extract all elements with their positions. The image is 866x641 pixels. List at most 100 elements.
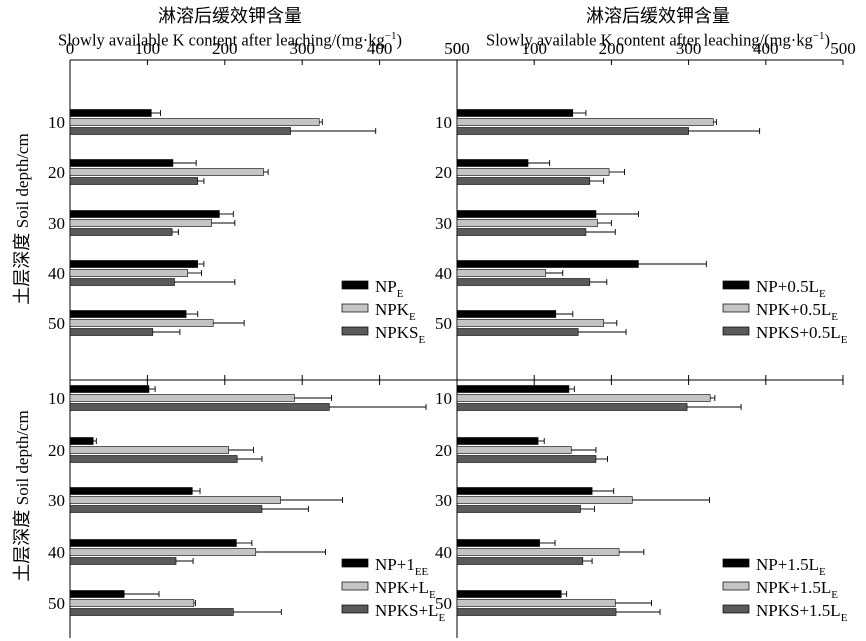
x-tick-label: 0 — [453, 39, 462, 58]
bar — [69, 487, 193, 495]
bar — [456, 159, 529, 167]
x-tick-label: 300 — [676, 39, 702, 58]
legend-label: NPK+1.5LE — [756, 578, 838, 601]
legend-label-sub: E — [409, 311, 416, 323]
y-tick-label: 20 — [435, 441, 452, 460]
legend-label: NPK+0.5LE — [756, 300, 838, 323]
legend-swatch — [722, 326, 750, 336]
bar — [456, 599, 616, 607]
legend-label-main: NPKS+1.5L — [756, 601, 841, 620]
bar — [69, 159, 174, 167]
y-tick-label: 30 — [48, 491, 65, 510]
legend-label: NPKE — [375, 300, 416, 323]
legend-swatch — [722, 303, 750, 313]
legend-label-sub: E — [819, 288, 826, 300]
bar — [69, 608, 234, 616]
bar — [456, 385, 570, 393]
legend-label: NPKS+0.5LE — [756, 323, 848, 346]
legend-label: NPKS+1.5LE — [756, 601, 848, 624]
y-tick-label: 50 — [435, 314, 452, 333]
legend-label-main: NPKS+0.5L — [756, 323, 841, 342]
bar — [456, 548, 620, 556]
legend-label: NPE — [375, 277, 404, 300]
bar — [69, 319, 214, 327]
bar — [69, 127, 291, 135]
bar — [69, 118, 320, 126]
legend-swatch — [341, 303, 369, 313]
bar — [69, 590, 125, 598]
bar — [69, 328, 154, 336]
x-axis-title-zh: 淋溶后缓效钾含量 — [586, 6, 730, 26]
bar — [69, 177, 199, 185]
bar — [69, 260, 199, 268]
legend-label-main: NPKS+L — [375, 601, 438, 620]
bar — [69, 455, 238, 463]
legend-label: NP+1EE — [375, 555, 429, 578]
legend-label: NPK+LE — [375, 578, 436, 601]
bar — [456, 109, 574, 117]
legend-label-main: NPK — [375, 300, 410, 319]
x-tick-label: 100 — [135, 39, 161, 58]
bar — [456, 403, 688, 411]
y-tick-label: 30 — [48, 214, 65, 233]
bar — [456, 219, 598, 227]
bar — [456, 310, 557, 318]
y-tick-label: 20 — [435, 163, 452, 182]
x-axis-title-en: Slowly available K content after leachin… — [58, 30, 402, 50]
y-tick-label: 20 — [48, 441, 65, 460]
y-tick-label: 40 — [48, 543, 65, 562]
bar — [69, 278, 175, 286]
bar — [69, 385, 150, 393]
bar — [69, 557, 177, 565]
y-tick-label: 40 — [48, 264, 65, 283]
y-tick-label: 50 — [48, 594, 65, 613]
bar — [456, 260, 639, 268]
bar — [69, 403, 330, 411]
y-tick-label: 30 — [435, 491, 452, 510]
chart-panel-top-right: 0 100 200 300 400 5001020304050NP+0.5LENPK+0.… — [435, 39, 856, 380]
legend-swatch — [341, 558, 369, 568]
legend-label-sub: E — [429, 589, 436, 601]
legend-label-main: NPK+1.5L — [756, 578, 831, 597]
bar — [456, 505, 581, 513]
bar — [456, 118, 714, 126]
bar — [69, 109, 152, 117]
bar — [456, 557, 584, 565]
legend-label-sub: EE — [415, 566, 429, 578]
legend-label-main: NP+1 — [375, 555, 415, 574]
bar — [69, 168, 264, 176]
bar — [456, 269, 547, 277]
bar — [69, 599, 195, 607]
bar — [456, 278, 591, 286]
x-tick-label: 400 — [367, 39, 393, 58]
legend-label-main: NP — [375, 277, 397, 296]
bar — [456, 590, 562, 598]
legend-label: NP+1.5LE — [756, 555, 826, 578]
x-tick-label: 200 — [212, 39, 238, 58]
legend-label-sub: E — [831, 589, 838, 601]
bar — [69, 548, 257, 556]
y-tick-label: 10 — [48, 113, 65, 132]
legend-label: NP+0.5LE — [756, 277, 826, 300]
legend-swatch — [722, 280, 750, 290]
legend-swatch — [722, 604, 750, 614]
x-axis-title-right: 淋溶后缓效钾含量 Slowly available K content afte… — [448, 6, 866, 51]
y-tick-label: 50 — [435, 594, 452, 613]
bar — [69, 219, 212, 227]
bar — [456, 446, 572, 454]
legend-swatch — [722, 581, 750, 591]
bar — [69, 269, 188, 277]
x-tick-label: 400 — [753, 39, 779, 58]
bar — [456, 127, 689, 135]
legend-label-main: NPK+0.5L — [756, 300, 831, 319]
bar — [456, 394, 711, 402]
legend-label: NPKS+LE — [375, 601, 445, 624]
bar — [69, 539, 237, 547]
bar — [69, 228, 173, 236]
legend-swatch — [341, 280, 369, 290]
x-tick-label: 500 — [444, 39, 470, 58]
legend-swatch — [341, 581, 369, 591]
legend-label-main: NP+0.5L — [756, 277, 819, 296]
